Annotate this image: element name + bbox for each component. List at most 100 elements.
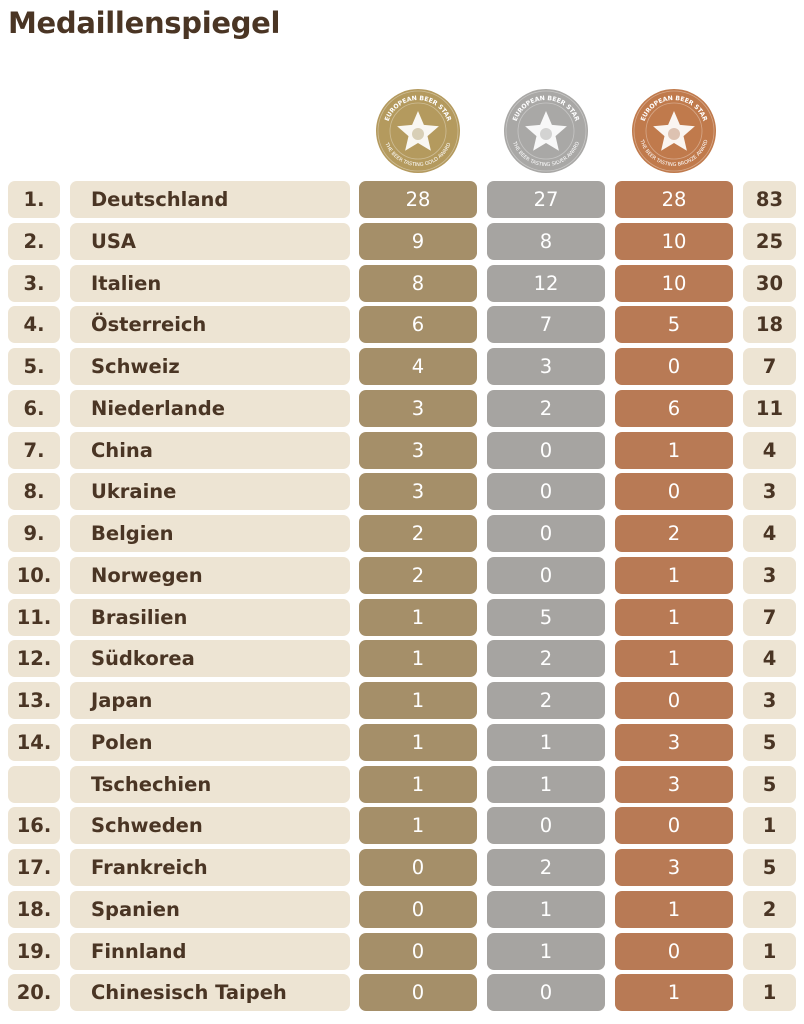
bronze-count-cell: 3 — [615, 849, 733, 886]
country-cell: Japan — [70, 682, 350, 719]
country-cell: Belgien — [70, 515, 350, 552]
silver-count-cell: 1 — [487, 890, 605, 928]
country-cell: China — [70, 431, 350, 469]
bronze-count-cell: 6 — [615, 389, 733, 427]
table-row: 2. USA 9 8 10 25 — [0, 222, 804, 260]
bronze-count-cell: 1 — [615, 431, 733, 469]
table-row: 5. Schweiz 4 3 0 7 — [0, 348, 804, 385]
table-row: 11. Brasilien 1 5 1 7 — [0, 598, 804, 636]
total-count-cell: 25 — [743, 222, 796, 260]
silver-count-cell: 3 — [487, 348, 605, 385]
silver-count-cell: 12 — [487, 264, 605, 302]
total-count-cell: 11 — [743, 389, 796, 427]
table-row: 3. Italien 8 12 10 30 — [0, 264, 804, 302]
country-cell: Chinesisch Taipeh — [70, 974, 350, 1012]
rank-cell: 7. — [8, 431, 60, 469]
silver-count-cell: 1 — [487, 932, 605, 970]
total-count-cell: 1 — [743, 932, 796, 970]
gold-count-cell: 6 — [359, 306, 477, 344]
gold-count-cell: 1 — [359, 640, 477, 678]
country-cell: Polen — [70, 723, 350, 761]
gold-count-cell: 3 — [359, 473, 477, 511]
country-cell: Schweden — [70, 807, 350, 845]
rank-cell: 1. — [8, 181, 60, 218]
silver-count-cell: 0 — [487, 515, 605, 552]
total-count-cell: 4 — [743, 515, 796, 552]
bronze-count-cell: 1 — [615, 640, 733, 678]
gold-medal-icon: EUROPEAN BEER STAR THE BEER TASTING GOLD … — [375, 88, 461, 174]
silver-count-cell: 2 — [487, 849, 605, 886]
total-count-cell: 4 — [743, 431, 796, 469]
table-row: 6. Niederlande 3 2 6 11 — [0, 389, 804, 427]
total-count-cell: 7 — [743, 598, 796, 636]
total-count-cell: 3 — [743, 556, 796, 594]
rank-cell: 10. — [8, 556, 60, 594]
total-count-cell: 5 — [743, 849, 796, 886]
rank-cell: 11. — [8, 598, 60, 636]
gold-count-cell: 3 — [359, 389, 477, 427]
bronze-count-cell: 28 — [615, 181, 733, 218]
gold-count-cell: 28 — [359, 181, 477, 218]
table-row: 17. Frankreich 0 2 3 5 — [0, 849, 804, 886]
country-cell: Tschechien — [70, 765, 350, 803]
bronze-count-cell: 0 — [615, 932, 733, 970]
bronze-count-cell: 0 — [615, 682, 733, 719]
silver-count-cell: 5 — [487, 598, 605, 636]
bronze-count-cell: 10 — [615, 264, 733, 302]
country-cell: Spanien — [70, 890, 350, 928]
table-row: 19. Finnland 0 1 0 1 — [0, 932, 804, 970]
table-row: 10. Norwegen 2 0 1 3 — [0, 556, 804, 594]
table-row: 18. Spanien 0 1 1 2 — [0, 890, 804, 928]
gold-count-cell: 0 — [359, 974, 477, 1012]
total-count-cell: 18 — [743, 306, 796, 344]
bronze-count-cell: 0 — [615, 348, 733, 385]
country-cell: Frankreich — [70, 849, 350, 886]
total-count-cell: 3 — [743, 682, 796, 719]
total-count-cell: 2 — [743, 890, 796, 928]
rank-cell: 18. — [8, 890, 60, 928]
gold-count-cell: 2 — [359, 515, 477, 552]
bronze-count-cell: 2 — [615, 515, 733, 552]
table-row: 1. Deutschland 28 27 28 83 — [0, 181, 804, 218]
silver-count-cell: 0 — [487, 807, 605, 845]
bronze-count-cell: 10 — [615, 222, 733, 260]
medal-table: 1. Deutschland 28 27 28 83 2. USA 9 8 10 25 3. Italie… — [0, 181, 804, 1016]
country-cell: Deutschland — [70, 181, 350, 218]
table-row: 12. Südkorea 1 2 1 4 — [0, 640, 804, 678]
rank-cell: 16. — [8, 807, 60, 845]
silver-count-cell: 0 — [487, 431, 605, 469]
country-cell: USA — [70, 222, 350, 260]
bronze-count-cell: 5 — [615, 306, 733, 344]
bronze-count-cell: 1 — [615, 974, 733, 1012]
rank-cell: 12. — [8, 640, 60, 678]
rank-cell: 20. — [8, 974, 60, 1012]
gold-count-cell: 2 — [359, 556, 477, 594]
rank-cell: 8. — [8, 473, 60, 511]
country-cell: Italien — [70, 264, 350, 302]
total-count-cell: 4 — [743, 640, 796, 678]
rank-cell: 2. — [8, 222, 60, 260]
bronze-count-cell: 0 — [615, 473, 733, 511]
table-row: 14. Polen 1 1 3 5 — [0, 723, 804, 761]
rank-cell: 6. — [8, 389, 60, 427]
total-count-cell: 1 — [743, 974, 796, 1012]
gold-count-cell: 1 — [359, 807, 477, 845]
gold-count-cell: 1 — [359, 723, 477, 761]
table-row: 20. Chinesisch Taipeh 0 0 1 1 — [0, 974, 804, 1012]
bronze-count-cell: 1 — [615, 556, 733, 594]
gold-count-cell: 1 — [359, 765, 477, 803]
total-count-cell: 7 — [743, 348, 796, 385]
gold-count-cell: 4 — [359, 348, 477, 385]
gold-count-cell: 1 — [359, 682, 477, 719]
silver-count-cell: 8 — [487, 222, 605, 260]
table-row: Tschechien 1 1 3 5 — [0, 765, 804, 803]
bronze-count-cell: 1 — [615, 890, 733, 928]
table-row: 13. Japan 1 2 0 3 — [0, 682, 804, 719]
rank-cell: 19. — [8, 932, 60, 970]
table-row: 9. Belgien 2 0 2 4 — [0, 515, 804, 552]
bronze-count-cell: 3 — [615, 765, 733, 803]
gold-count-cell: 0 — [359, 932, 477, 970]
silver-medal-icon: EUROPEAN BEER STAR THE BEER TASTING SILVE… — [503, 88, 589, 174]
gold-count-cell: 8 — [359, 264, 477, 302]
silver-count-cell: 0 — [487, 974, 605, 1012]
